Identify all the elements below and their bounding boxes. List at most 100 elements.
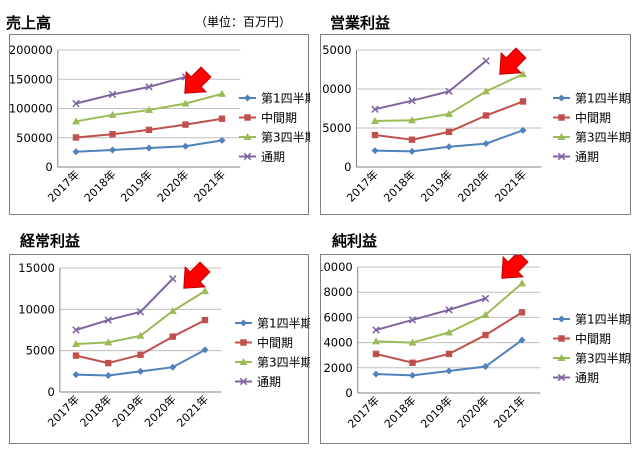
- series-line-full: [375, 297, 486, 331]
- series-q1: [72, 346, 209, 379]
- series-line-full: [374, 60, 487, 111]
- data-point-full: [145, 83, 153, 91]
- data-point-mid: [137, 351, 144, 358]
- data-point-q3: [104, 338, 113, 346]
- data-point-full: [482, 57, 490, 65]
- legend-marker: [557, 133, 566, 140]
- legend-item-full: 通期: [553, 371, 599, 385]
- data-point-mid: [201, 316, 209, 324]
- legend-marker: [239, 358, 248, 365]
- x-tick-label: 2019年: [418, 393, 455, 430]
- highlight-arrow-icon: [183, 261, 211, 289]
- y-tick-label: 10000: [18, 302, 55, 316]
- data-point-mid: [372, 350, 380, 358]
- data-point-full: [136, 308, 145, 316]
- legend-label: 通期: [575, 150, 599, 164]
- data-point-mid: [519, 98, 527, 105]
- data-point-q3: [518, 279, 526, 287]
- x-tick-label: 2020年: [454, 393, 491, 430]
- arrow-shape: [499, 47, 527, 75]
- chart-sales: 0 50000 100000 150000 200000 2017年 2018年 2019年 2…: [9, 34, 310, 215]
- series-mid: [371, 98, 527, 143]
- y-tick-label: 5000: [322, 121, 351, 135]
- data-point-mid: [371, 131, 379, 139]
- data-point-full: [408, 316, 417, 324]
- legend-label: 第1四半期: [575, 92, 631, 106]
- y-tick-label: 10000: [321, 82, 352, 96]
- y-tick-label: 50000: [16, 131, 53, 145]
- data-point-full: [481, 294, 490, 303]
- data-point-full: [445, 87, 453, 96]
- data-point-q3: [168, 306, 177, 314]
- chart-title-net-profit: 純利益: [332, 232, 378, 250]
- data-point-q3: [181, 99, 190, 107]
- legend-item-q1: 第1四半期: [553, 92, 631, 106]
- data-point-q1: [182, 142, 189, 150]
- legend-label: 中間期: [257, 335, 293, 350]
- data-point-mid: [518, 309, 526, 316]
- legend-label: 通期: [261, 150, 285, 164]
- data-point-q1: [445, 367, 453, 375]
- data-point-full: [72, 99, 80, 108]
- data-point-full: [372, 326, 380, 334]
- legend-marker: [243, 133, 252, 140]
- data-point-q3: [445, 328, 453, 336]
- data-point-full: [445, 306, 453, 314]
- data-point-full: [104, 316, 112, 324]
- series-full: [372, 294, 490, 334]
- y-tick-label: 0: [48, 385, 55, 399]
- legend-label: 通期: [257, 375, 281, 389]
- legend-label: 通期: [575, 371, 599, 385]
- legend-label: 中間期: [261, 110, 297, 125]
- legend-marker: [557, 152, 566, 161]
- legend-item-q1: 第1四半期: [239, 92, 310, 106]
- chart-title-ordinary-profit: 経常利益: [20, 232, 81, 250]
- data-point-q3: [72, 117, 80, 125]
- x-tick-label: 2021年: [174, 392, 211, 429]
- x-tick-label: 2021年: [491, 393, 528, 430]
- data-point-q1: [201, 346, 209, 354]
- legend-marker: [240, 319, 247, 327]
- series-full: [371, 57, 490, 114]
- legend-marker: [558, 94, 565, 102]
- legend-item-full: 通期: [553, 150, 599, 164]
- y-tick-label: 200000: [10, 43, 53, 57]
- x-tick-label: 2018年: [81, 167, 118, 204]
- series-full: [72, 73, 190, 108]
- series-q1: [72, 136, 226, 156]
- legend-item-full: 通期: [235, 375, 281, 389]
- y-tick-label: 15000: [321, 43, 352, 57]
- y-tick-label: 10000: [321, 260, 353, 274]
- arrow-shape: [501, 255, 529, 279]
- data-point-q3: [519, 70, 527, 78]
- legend-marker: [557, 354, 566, 361]
- data-point-q1: [408, 147, 416, 155]
- series-line-full: [75, 75, 186, 105]
- chart-net-profit-svg: 02000400060008000100002017年2018年2019年202…: [321, 255, 631, 431]
- series-q1: [371, 126, 527, 155]
- x-tick-label: 2019年: [418, 167, 455, 204]
- legend-marker: [558, 315, 565, 323]
- data-point-q1: [372, 370, 380, 378]
- x-tick-label: 2020年: [141, 392, 178, 429]
- highlight-arrow-icon: [501, 255, 529, 279]
- data-point-mid: [482, 331, 489, 339]
- y-tick-label: 2000: [323, 361, 352, 375]
- x-tick-label: 2021年: [191, 167, 228, 204]
- chart-operating-profit-svg: 0500010000150002017年2018年2019年2020年2021年…: [321, 43, 631, 205]
- series-mid: [372, 309, 526, 366]
- y-tick-label: 4000: [323, 336, 352, 350]
- data-point-mid: [109, 131, 116, 138]
- y-tick-label: 15000: [18, 261, 55, 275]
- x-tick-label: 2021年: [492, 167, 529, 204]
- y-tick-label: 5000: [26, 344, 55, 358]
- legend-marker: [558, 114, 565, 121]
- legend-marker: [240, 339, 247, 346]
- legend-item-q1: 第1四半期: [553, 313, 631, 327]
- legend-item-mid: 中間期: [239, 110, 297, 125]
- highlight-arrow-icon: [499, 47, 527, 75]
- legend-label: 第3四半期: [257, 356, 310, 370]
- data-point-full: [371, 105, 379, 114]
- legend-item-q3: 第3四半期: [553, 131, 631, 145]
